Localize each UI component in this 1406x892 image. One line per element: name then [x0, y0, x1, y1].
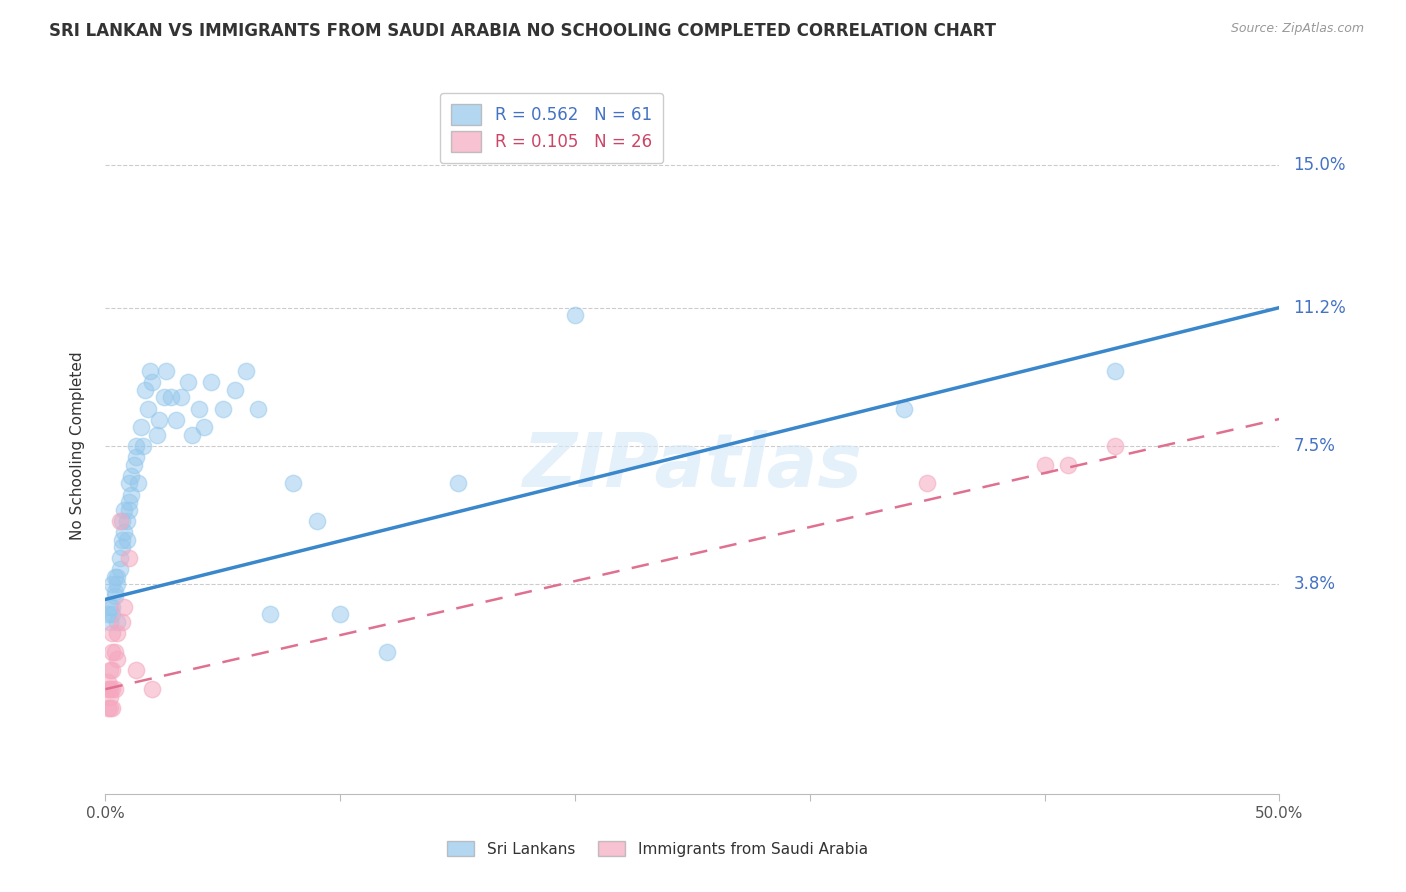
- Point: [118, 495, 141, 509]
- Point: [115, 533, 138, 547]
- Point: [181, 427, 204, 442]
- Point: [115, 514, 138, 528]
- Point: [97, 682, 120, 697]
- Point: [118, 502, 141, 516]
- Text: SRI LANKAN VS IMMIGRANTS FROM SAUDI ARABIA NO SCHOOLING COMPLETED CORRELATION CH: SRI LANKAN VS IMMIGRANTS FROM SAUDI ARAB…: [49, 22, 997, 40]
- Point: [564, 308, 586, 322]
- Point: [111, 514, 134, 528]
- Point: [97, 607, 120, 622]
- Point: [105, 577, 128, 591]
- Point: [132, 439, 155, 453]
- Point: [893, 401, 915, 416]
- Point: [141, 376, 163, 390]
- Point: [146, 427, 169, 442]
- Point: [200, 376, 222, 390]
- Point: [375, 645, 398, 659]
- Point: [155, 364, 177, 378]
- Point: [97, 701, 120, 715]
- Point: [101, 577, 124, 591]
- Point: [101, 599, 124, 614]
- Point: [125, 450, 148, 465]
- Point: [122, 458, 145, 472]
- Point: [111, 615, 134, 629]
- Point: [98, 615, 121, 629]
- Point: [1033, 458, 1056, 472]
- Text: ZIPatlas: ZIPatlas: [523, 430, 862, 503]
- Point: [98, 664, 121, 678]
- Point: [108, 551, 131, 566]
- Text: 11.2%: 11.2%: [1294, 299, 1346, 317]
- Point: [101, 664, 124, 678]
- Point: [127, 476, 149, 491]
- Point: [120, 469, 142, 483]
- Point: [915, 476, 938, 491]
- Point: [98, 690, 121, 704]
- Point: [125, 439, 148, 453]
- Point: [283, 476, 305, 491]
- Point: [165, 413, 187, 427]
- Point: [139, 364, 162, 378]
- Point: [98, 682, 121, 697]
- Point: [105, 570, 128, 584]
- Point: [446, 476, 468, 491]
- Point: [305, 514, 328, 528]
- Point: [134, 383, 156, 397]
- Point: [118, 476, 141, 491]
- Point: [104, 645, 127, 659]
- Text: 7.5%: 7.5%: [1294, 437, 1336, 455]
- Text: 15.0%: 15.0%: [1294, 156, 1346, 175]
- Point: [108, 562, 131, 576]
- Point: [193, 420, 215, 434]
- Point: [104, 682, 127, 697]
- Point: [160, 390, 183, 404]
- Point: [148, 413, 170, 427]
- Point: [108, 514, 131, 528]
- Point: [98, 599, 121, 614]
- Point: [112, 599, 135, 614]
- Point: [104, 570, 127, 584]
- Point: [101, 607, 124, 622]
- Point: [235, 364, 257, 378]
- Point: [1104, 439, 1126, 453]
- Y-axis label: No Schooling Completed: No Schooling Completed: [70, 351, 84, 541]
- Point: [101, 701, 124, 715]
- Point: [153, 390, 176, 404]
- Point: [105, 652, 128, 666]
- Point: [112, 502, 135, 516]
- Point: [169, 390, 191, 404]
- Point: [112, 524, 135, 539]
- Point: [136, 401, 159, 416]
- Point: [97, 674, 120, 689]
- Point: [98, 701, 121, 715]
- Legend: Sri Lankans, Immigrants from Saudi Arabia: Sri Lankans, Immigrants from Saudi Arabi…: [440, 835, 873, 863]
- Point: [104, 589, 127, 603]
- Point: [120, 488, 142, 502]
- Point: [111, 540, 134, 554]
- Text: 3.8%: 3.8%: [1294, 575, 1336, 593]
- Point: [105, 615, 128, 629]
- Point: [129, 420, 152, 434]
- Point: [101, 682, 124, 697]
- Point: [259, 607, 281, 622]
- Point: [188, 401, 211, 416]
- Point: [125, 664, 148, 678]
- Point: [101, 645, 124, 659]
- Point: [247, 401, 270, 416]
- Point: [141, 682, 163, 697]
- Text: Source: ZipAtlas.com: Source: ZipAtlas.com: [1230, 22, 1364, 36]
- Point: [101, 626, 124, 640]
- Point: [329, 607, 352, 622]
- Point: [211, 401, 233, 416]
- Point: [176, 376, 198, 390]
- Point: [1057, 458, 1080, 472]
- Point: [118, 551, 141, 566]
- Point: [105, 626, 128, 640]
- Point: [1104, 364, 1126, 378]
- Point: [104, 585, 127, 599]
- Point: [224, 383, 246, 397]
- Point: [111, 533, 134, 547]
